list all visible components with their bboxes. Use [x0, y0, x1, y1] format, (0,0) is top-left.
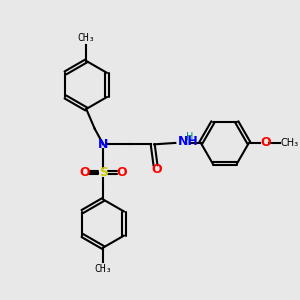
Text: NH: NH [178, 135, 199, 148]
Text: O: O [152, 163, 162, 176]
Text: N: N [98, 138, 108, 151]
Text: O: O [80, 166, 90, 179]
Text: O: O [261, 136, 272, 149]
Text: O: O [116, 166, 127, 179]
Text: S: S [99, 166, 108, 179]
Text: H: H [186, 132, 194, 142]
Text: CH₃: CH₃ [280, 138, 299, 148]
Text: CH₃: CH₃ [94, 264, 112, 274]
Text: CH₃: CH₃ [77, 33, 95, 43]
